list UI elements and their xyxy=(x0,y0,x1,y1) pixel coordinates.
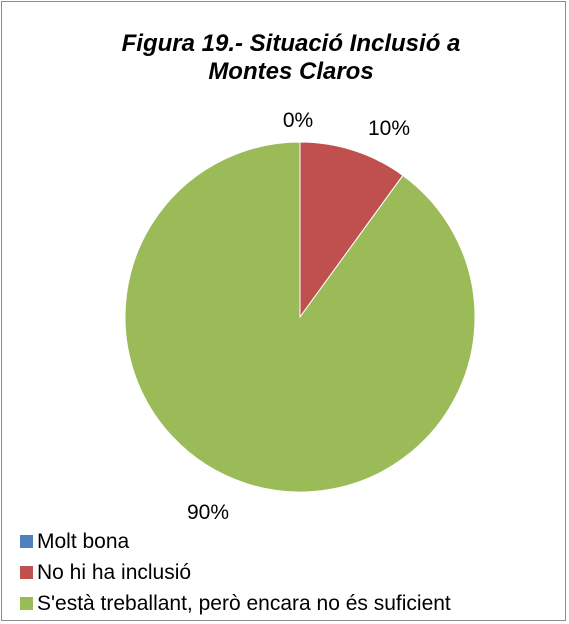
chart-title: Figura 19.- Situació Inclusió a Montes C… xyxy=(0,30,569,86)
legend-item-no-hi-ha-inclusio: No hi ha inclusió xyxy=(20,557,451,588)
pie-slices xyxy=(124,141,476,493)
legend-label-sesta-treballant: S'està treballant, però encara no és suf… xyxy=(37,591,451,615)
legend-label-molt-bona: Molt bona xyxy=(37,529,130,553)
legend-label-no-hi-ha-inclusio: No hi ha inclusió xyxy=(37,560,192,584)
data-label-no-hi-ha-inclusio: 10% xyxy=(368,117,410,140)
data-label-sesta-treballant: 90% xyxy=(187,501,229,524)
pie-data-labels: 0% 10% 90% xyxy=(187,109,410,524)
legend-swatch-no-hi-ha-inclusio xyxy=(20,566,33,579)
pie-slice-no-hi-ha-inclusio xyxy=(299,141,404,319)
pie-slice-sesta-treballant xyxy=(124,141,476,493)
legend-swatch-molt-bona xyxy=(20,535,33,548)
legend-item-molt-bona: Molt bona xyxy=(20,526,451,557)
chart-title-line-2: Montes Claros xyxy=(208,58,374,85)
legend-swatch-sesta-treballant xyxy=(20,597,33,610)
chart-title-line-1: Figura 19.- Situació Inclusió a xyxy=(121,30,461,57)
legend: Molt bona No hi ha inclusió S'està treba… xyxy=(20,526,451,619)
data-label-molt-bona: 0% xyxy=(283,109,313,132)
legend-item-sesta-treballant: S'està treballant, però encara no és suf… xyxy=(20,588,451,619)
